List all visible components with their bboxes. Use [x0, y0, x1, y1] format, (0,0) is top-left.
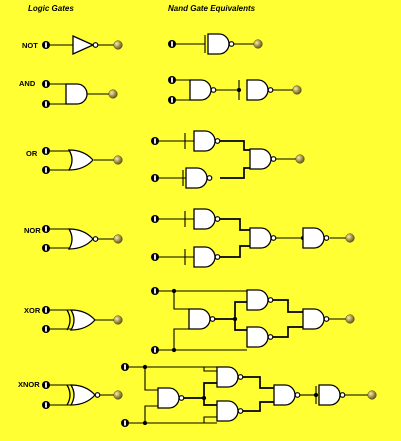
input-terminal	[151, 215, 159, 223]
wire	[273, 299, 303, 313]
nand-gate	[249, 148, 277, 170]
wire	[273, 326, 303, 338]
output-lamp	[113, 234, 123, 244]
nand-gate	[302, 308, 330, 330]
input-terminal	[168, 40, 176, 48]
wire	[184, 382, 217, 399]
row-label-nor: NOR	[24, 226, 41, 235]
input-terminal	[151, 253, 159, 261]
nand-gate	[246, 79, 274, 101]
output-lamp	[367, 390, 377, 400]
nand-gate	[193, 246, 221, 268]
output-lamp	[345, 314, 355, 324]
output-lamp	[295, 154, 305, 164]
nand-gate	[216, 400, 244, 422]
row-label-and: AND	[19, 79, 36, 88]
input-terminal	[42, 325, 50, 333]
output-lamp	[108, 89, 118, 99]
junction-dot	[171, 288, 177, 294]
output-lamp	[253, 39, 263, 49]
junction-dot	[232, 316, 238, 322]
wire	[144, 405, 158, 423]
wire	[220, 140, 250, 151]
input-terminal	[121, 363, 129, 371]
nand-gate	[318, 384, 346, 406]
input-terminal	[168, 76, 176, 84]
input-terminal	[42, 244, 50, 252]
input-terminal	[42, 225, 50, 233]
nand-gate	[188, 308, 216, 330]
or-gate	[67, 149, 94, 171]
wire	[220, 167, 250, 179]
nor-gate	[67, 228, 99, 250]
logic-gates-heading: Logic Gates	[28, 4, 74, 13]
wire	[173, 291, 189, 310]
row-label-or: OR	[26, 149, 38, 158]
input-terminal	[151, 346, 159, 354]
xnor-gate	[66, 384, 101, 406]
input-terminal	[42, 401, 50, 409]
wire	[144, 367, 158, 391]
junction-dot	[171, 347, 177, 353]
input-terminal	[168, 96, 176, 104]
xor-gate	[66, 309, 96, 331]
input-terminal	[42, 80, 50, 88]
row-label-not: NOT	[22, 41, 38, 50]
wire	[243, 376, 274, 389]
input-terminal	[151, 137, 159, 145]
input-terminal	[42, 306, 50, 314]
nand-gate	[193, 130, 221, 152]
junction-dot	[142, 364, 148, 370]
nand-gate	[193, 208, 221, 230]
not-gate	[72, 34, 99, 56]
wire	[215, 301, 247, 320]
input-terminal	[42, 41, 50, 49]
wire	[203, 416, 217, 423]
junction-dot	[142, 420, 148, 426]
nand-gate	[189, 79, 217, 101]
nand-gate	[185, 167, 213, 189]
wire	[234, 319, 247, 331]
nand-gate	[249, 227, 277, 249]
wire	[173, 328, 189, 350]
wire	[220, 218, 250, 231]
output-lamp	[113, 40, 123, 50]
nand-gate	[157, 387, 185, 409]
nand-gate	[246, 289, 274, 311]
input-terminal	[151, 174, 159, 182]
output-lamp	[345, 233, 355, 243]
and-gate	[65, 83, 88, 105]
output-lamp	[292, 85, 302, 95]
input-terminal	[42, 100, 50, 108]
row-label-xnor: XNOR	[18, 380, 40, 389]
wire	[203, 367, 217, 372]
wire	[243, 401, 274, 412]
input-terminal	[42, 381, 50, 389]
wire	[220, 245, 250, 258]
nand-gate	[216, 366, 244, 388]
junction-dot	[236, 87, 242, 93]
output-lamp	[113, 315, 123, 325]
input-terminal	[42, 147, 50, 155]
input-terminal	[151, 287, 159, 295]
row-label-xor: XOR	[24, 306, 41, 315]
junction-dot	[201, 395, 207, 401]
nand-gate	[246, 326, 274, 348]
nand-gate	[273, 384, 301, 406]
input-terminal	[121, 419, 129, 427]
wire	[203, 398, 217, 406]
wire	[155, 290, 248, 292]
nand-gate	[207, 33, 235, 55]
junction-dot	[313, 392, 319, 398]
output-lamp	[113, 155, 123, 165]
output-lamp	[113, 390, 123, 400]
nand-gate	[302, 227, 330, 249]
input-terminal	[42, 166, 50, 174]
nand-equivalents-heading: Nand Gate Equivalents	[168, 4, 256, 13]
